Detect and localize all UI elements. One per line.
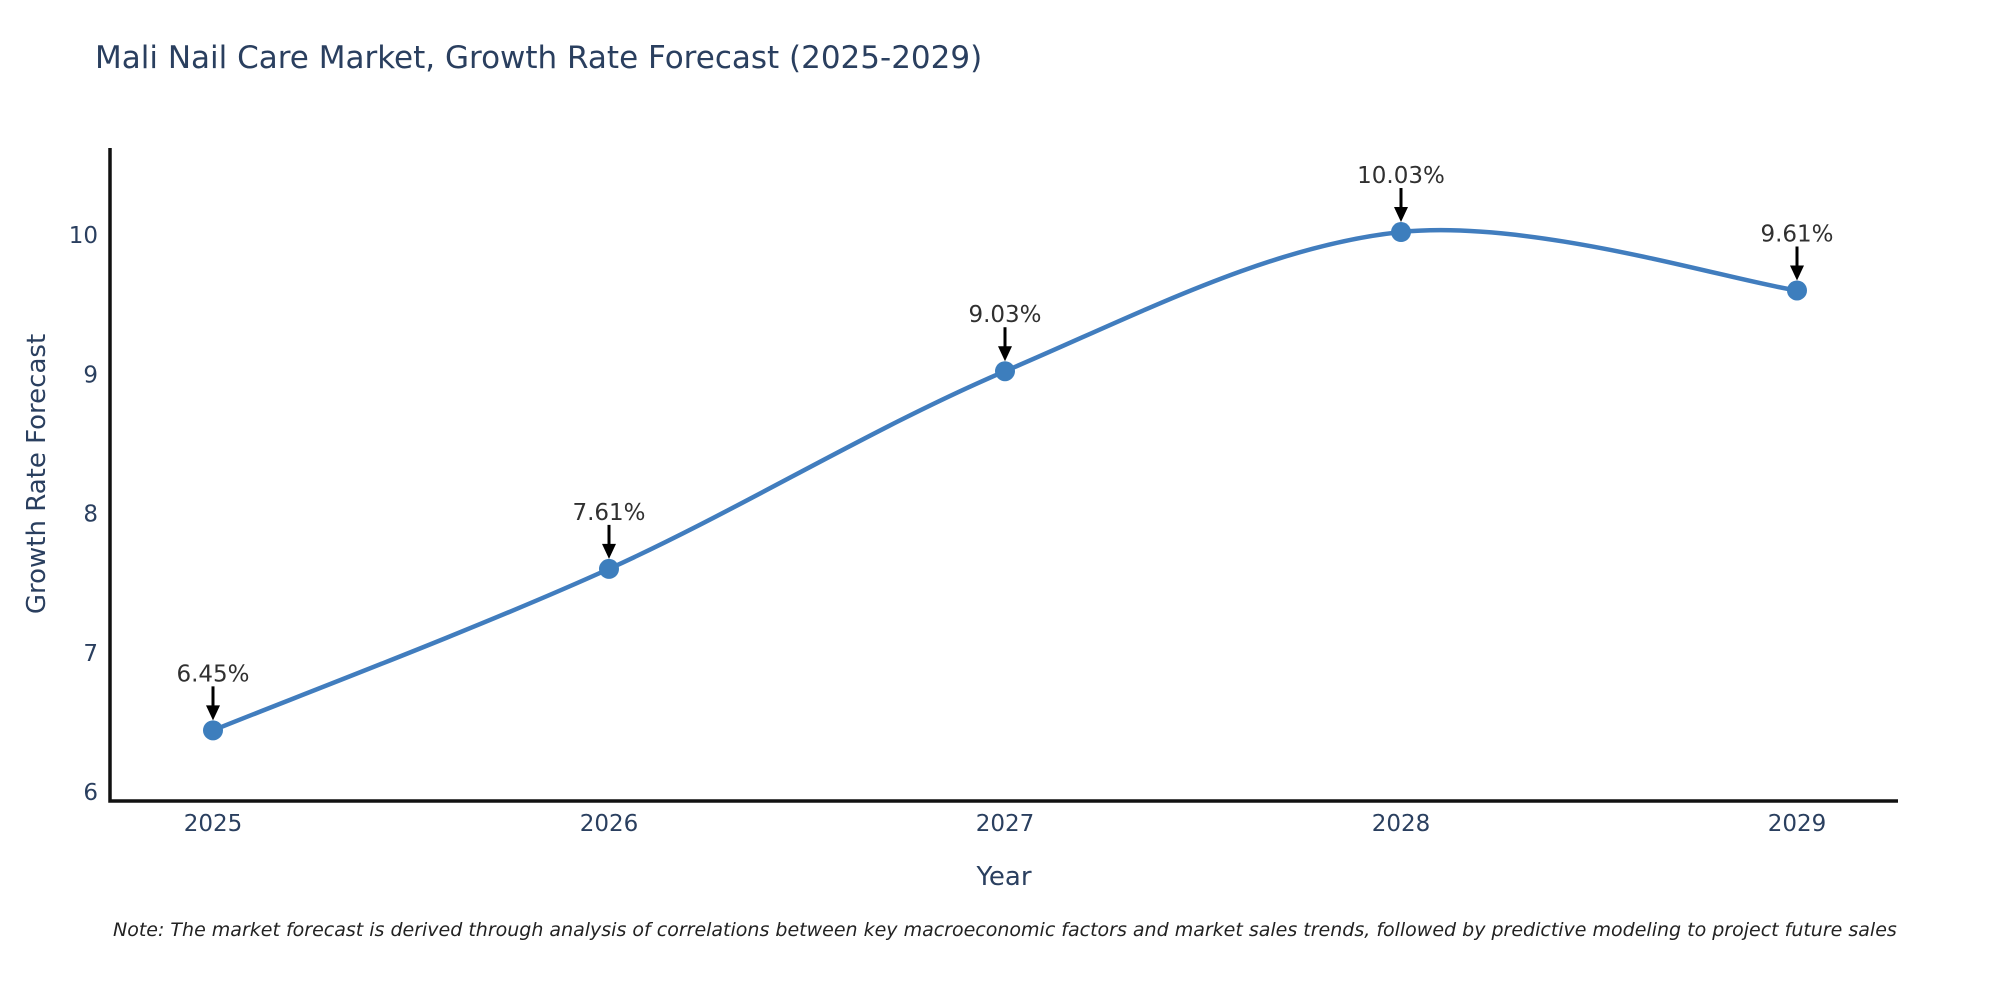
- annotation-arrow-head: [1790, 265, 1804, 281]
- y-tick-label: 7: [83, 641, 98, 667]
- y-tick-label: 8: [83, 502, 98, 528]
- data-point: [1391, 222, 1411, 243]
- annotation-label: 10.03%: [1357, 163, 1445, 189]
- annotation-arrow-head: [602, 543, 616, 559]
- annotation-label: 6.45%: [176, 661, 249, 687]
- x-tick-label: 2026: [580, 811, 639, 837]
- annotation-label: 7.61%: [572, 500, 645, 526]
- data-point: [995, 361, 1015, 382]
- y-tick-label: 6: [83, 780, 98, 806]
- annotation-arrow-head: [998, 346, 1012, 362]
- y-tick-label: 10: [69, 223, 98, 249]
- data-point: [203, 720, 223, 741]
- annotation-arrow-head: [1394, 207, 1408, 223]
- annotation-arrow-head: [206, 705, 220, 721]
- footnote: Note: The market forecast is derived thr…: [113, 919, 1897, 941]
- data-point: [1787, 280, 1807, 301]
- x-tick-label: 2025: [184, 811, 243, 837]
- x-tick-label: 2027: [976, 811, 1035, 837]
- y-tick-label: 9: [83, 362, 98, 388]
- annotation-label: 9.61%: [1760, 221, 1833, 247]
- x-axis-title: Year: [976, 862, 1032, 892]
- data-point: [599, 558, 619, 579]
- chart-title: Mali Nail Care Market, Growth Rate Forec…: [95, 40, 983, 76]
- x-tick-label: 2029: [1768, 811, 1827, 837]
- axis-spines: [108, 148, 1898, 803]
- annotation-label: 9.03%: [968, 302, 1041, 328]
- x-tick-label: 2028: [1372, 811, 1431, 837]
